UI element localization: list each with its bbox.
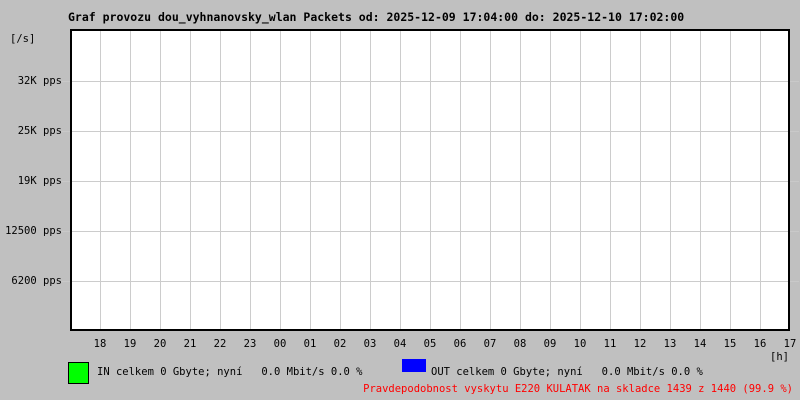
value-gridline	[72, 281, 788, 282]
hour-gridline	[430, 31, 431, 329]
x-axis-tick-label: 06	[453, 338, 467, 350]
legend-in-swatch	[68, 362, 89, 384]
hour-gridline	[700, 31, 701, 329]
hour-gridline	[520, 31, 521, 329]
right-tick-mark	[790, 131, 799, 132]
x-axis-tick-label: 05	[423, 338, 437, 350]
hour-gridline	[310, 31, 311, 329]
hour-gridline	[640, 31, 641, 329]
left-tick-mark	[61, 181, 70, 182]
hour-gridline	[490, 31, 491, 329]
legend-out-swatch	[402, 359, 426, 372]
hour-gridline	[160, 31, 161, 329]
value-gridline	[72, 131, 788, 132]
x-axis-tick-label: 08	[513, 338, 527, 350]
x-axis-tick-label: 10	[573, 338, 587, 350]
x-axis-tick-label: 19	[123, 338, 137, 350]
x-axis-tick-label: 16	[753, 338, 767, 350]
x-axis-tick-label: 23	[243, 338, 257, 350]
y-axis-tick-label: 19K pps	[17, 175, 62, 187]
x-axis-tick-label: 11	[603, 338, 617, 350]
hour-gridline	[460, 31, 461, 329]
hour-gridline	[280, 31, 281, 329]
left-tick-mark	[61, 231, 70, 232]
hour-gridline	[610, 31, 611, 329]
x-axis-tick-label: 02	[333, 338, 347, 350]
hour-gridline	[100, 31, 101, 329]
x-axis-tick-label: 03	[363, 338, 377, 350]
hour-gridline	[400, 31, 401, 329]
hour-gridline	[340, 31, 341, 329]
x-axis-tick-label: 00	[273, 338, 287, 350]
footer-probability-text: Pravdepodobnost vyskytu E220 KULATAK na …	[363, 383, 793, 395]
y-axis-tick-label: 25K pps	[17, 125, 62, 137]
x-axis-tick-label: 01	[303, 338, 317, 350]
right-tick-mark	[790, 81, 799, 82]
hour-gridline	[580, 31, 581, 329]
hour-gridline	[130, 31, 131, 329]
right-tick-mark	[790, 181, 799, 182]
legend-out-label: OUT celkem 0 Gbyte; nyní 0.0 Mbit/s 0.0 …	[431, 366, 703, 378]
x-axis-tick-label: 07	[483, 338, 497, 350]
hour-gridline	[220, 31, 221, 329]
x-axis-unit-label: [h]	[770, 351, 789, 363]
x-axis-tick-label: 21	[183, 338, 197, 350]
x-axis-tick-label: 15	[723, 338, 737, 350]
x-axis-tick-label: 22	[213, 338, 227, 350]
hour-gridline	[250, 31, 251, 329]
x-axis-tick-label: 18	[93, 338, 107, 350]
x-axis-tick-label: 12	[633, 338, 647, 350]
y-axis-tick-label: 32K pps	[17, 75, 62, 87]
value-gridline	[72, 81, 788, 82]
x-axis-tick-label: 20	[153, 338, 167, 350]
hour-gridline	[730, 31, 731, 329]
hour-gridline	[190, 31, 191, 329]
x-axis-tick-label: 14	[693, 338, 707, 350]
left-tick-mark	[61, 281, 70, 282]
y-axis-tick-label: 6200 pps	[11, 275, 62, 287]
hour-gridline	[670, 31, 671, 329]
left-tick-mark	[61, 81, 70, 82]
plot-area	[70, 29, 790, 331]
right-tick-mark	[790, 281, 799, 282]
x-axis-tick-label: 17	[783, 338, 797, 350]
right-tick-mark	[790, 231, 799, 232]
x-axis-tick-label: 04	[393, 338, 407, 350]
left-tick-mark	[61, 131, 70, 132]
value-gridline	[72, 181, 788, 182]
y-axis-tick-label: 12500 pps	[5, 225, 62, 237]
hour-gridline	[550, 31, 551, 329]
graph-title: Graf provozu dou_vyhnanovsky_wlan Packet…	[68, 10, 685, 24]
x-axis-tick-label: 13	[663, 338, 677, 350]
hour-gridline	[370, 31, 371, 329]
y-axis-unit-label: [/s]	[10, 33, 36, 45]
value-gridline	[72, 231, 788, 232]
hour-gridline	[760, 31, 761, 329]
x-axis-tick-label: 09	[543, 338, 557, 350]
legend-in-label: IN celkem 0 Gbyte; nyní 0.0 Mbit/s 0.0 %	[97, 366, 363, 378]
